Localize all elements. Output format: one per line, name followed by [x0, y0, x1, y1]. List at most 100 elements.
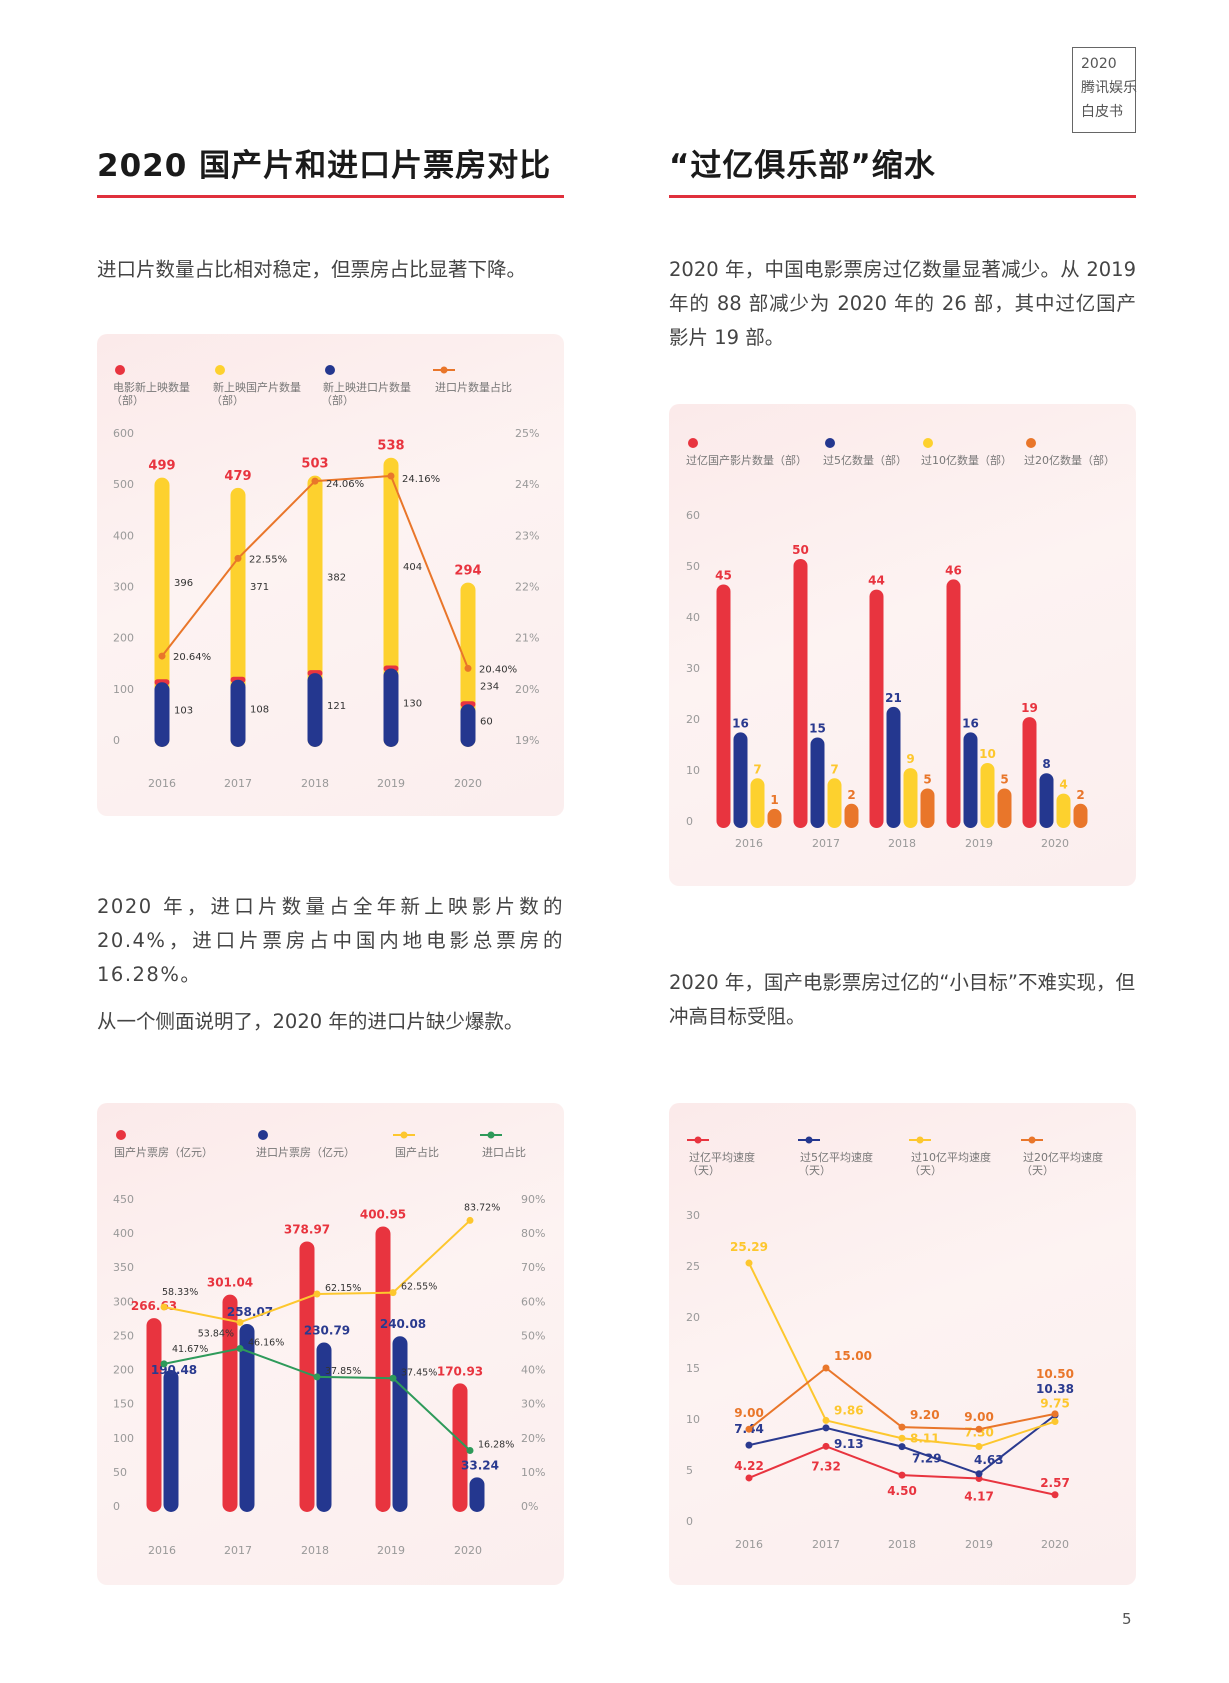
chart-speed-card: 过亿平均速度 （天） 过5亿平均速度 （天） 过10亿平均速度 （天） 过20亿平均速度 （天…: [669, 1103, 1136, 1585]
bar-domestic-box-office: [146, 1318, 162, 1512]
over-500m-speed-label: 4.63: [974, 1453, 1004, 1467]
legend-line-marker-icon: [440, 366, 448, 374]
y2-axis-tick: 23%: [515, 529, 539, 542]
over-1b-speed-point: [898, 1434, 906, 1442]
bar-over-500m: [1039, 773, 1054, 828]
y-axis-tick: 0: [113, 734, 120, 747]
import-share-point: [158, 652, 166, 660]
import-share-label: 20.40%: [479, 664, 517, 675]
domestic-share-label: 62.15%: [325, 1283, 361, 1294]
x-axis-tick: 2016: [148, 777, 176, 790]
left-body-text-1: 2020 年，进口片数量占全年新上映影片数的 20.4%，进口片票房占中国内地电…: [97, 895, 564, 986]
bar-value-label: 7: [753, 762, 761, 776]
chart-film-count-card: 电影新上映数量 （部） 新上映国产片数量 （部） 新上映进口片数量 （部） 进口片数量占比 0…: [97, 334, 564, 816]
legend-sublabel: （部）: [321, 393, 354, 407]
legend-line-marker-icon: [694, 1136, 702, 1144]
x-axis-tick: 2016: [735, 1538, 763, 1551]
right-section-title: “过亿俱乐部”缩水: [669, 148, 936, 184]
domestic-share-label: 83.72%: [464, 1202, 500, 1213]
x-axis-tick: 2018: [301, 777, 329, 790]
x-axis-tick: 2017: [224, 777, 252, 790]
legend-sublabel: （天）: [1021, 1164, 1054, 1177]
bar-domestic-box-office: [222, 1294, 238, 1512]
y-axis-tick: 50: [113, 1466, 127, 1479]
imported-share-label: 46.16%: [248, 1338, 284, 1349]
import-share-point: [234, 554, 242, 562]
right-intro-text: 2020 年，中国电影票房过亿数量显著减少。从 2019 年的 88 部减少为 …: [669, 258, 1136, 349]
x-axis-tick: 2016: [735, 837, 763, 850]
y-axis-tick: 0: [113, 1500, 120, 1513]
legend-line-marker-icon: [1028, 1136, 1036, 1144]
domestic-value-label: 234: [480, 681, 499, 692]
y-axis-tick: 20: [686, 1311, 700, 1324]
total-value-label: 479: [224, 469, 251, 484]
over-1b-speed-point: [745, 1259, 753, 1267]
over-100m-speed-label: 7.32: [811, 1459, 841, 1473]
bar-over-500m: [963, 732, 978, 828]
x-axis-tick: 2019: [965, 837, 993, 850]
domestic-share-point: [313, 1290, 321, 1298]
over-2b-speed-label: 9.00: [964, 1410, 994, 1424]
legend-sublabel: （天）: [909, 1164, 942, 1177]
domestic-share-label: 53.84%: [198, 1328, 234, 1339]
bar-imported: [307, 673, 323, 747]
bar-over-100m: [946, 579, 961, 828]
over-100m-speed-label: 2.57: [1040, 1476, 1070, 1490]
over-100m-speed-point: [1051, 1491, 1059, 1499]
bar-value-label: 19: [1021, 701, 1038, 715]
bar-over-100m: [716, 584, 731, 828]
legend-label: 过亿平均速度: [689, 1150, 755, 1164]
x-axis-tick: 2018: [888, 1538, 916, 1551]
y-axis-tick: 400: [113, 1227, 134, 1240]
imported-share-point: [466, 1446, 474, 1454]
y-axis-tick: 150: [113, 1398, 134, 1411]
legend-label: 过10亿数量（部）: [921, 453, 1012, 467]
y-axis-tick: 200: [113, 632, 134, 645]
y-axis-tick: 5: [686, 1464, 693, 1477]
y-axis-tick: 250: [113, 1329, 134, 1342]
badge-line: 腾讯娱乐: [1081, 80, 1137, 96]
over-100m-speed-label: 4.50: [887, 1484, 917, 1498]
imported-share-point: [160, 1360, 168, 1368]
bar-over-100m: [1022, 717, 1037, 828]
imported-share-label: 37.85%: [325, 1366, 361, 1377]
bar-over-500m: [886, 706, 901, 828]
y2-axis-tick: 20%: [521, 1432, 545, 1445]
chart-speed: 过亿平均速度（天）过5亿平均速度（天）过10亿平均速度（天）过20亿平均速度（天…: [686, 1136, 1103, 1551]
y-axis-tick: 10: [686, 1413, 700, 1426]
bar-domestic-box-office: [375, 1226, 391, 1512]
legend-sublabel: （部）: [111, 393, 144, 407]
y-axis-tick: 0: [686, 815, 693, 828]
chart-box-office-card: 国产片票房（亿元） 进口片票房（亿元） 国产占比 进口占比 0 50 100 150 200 25…: [97, 1103, 564, 1585]
domestic-share-label: 62.55%: [401, 1282, 437, 1293]
y-axis-tick: 350: [113, 1261, 134, 1274]
total-value-label: 538: [377, 439, 404, 454]
legend-line-marker-icon: [400, 1131, 408, 1139]
domestic-share-point: [236, 1318, 244, 1326]
imported-share-point: [313, 1373, 321, 1381]
domestic-value-label: 371: [250, 582, 269, 593]
y-axis-tick: 30: [686, 662, 700, 675]
bar-domestic-box-office: [299, 1241, 315, 1512]
import-share-point: [311, 477, 319, 485]
legend-dot-icon: [325, 365, 335, 375]
domestic-value-label: 382: [327, 572, 346, 583]
over-500m-speed-label: 7.29: [912, 1452, 942, 1466]
legend-label: 进口占比: [482, 1145, 526, 1159]
over-2b-speed-line: [748, 1366, 1056, 1431]
x-axis-tick: 2020: [454, 1544, 482, 1557]
total-value-label: 294: [454, 564, 481, 579]
bar-value-label: 10: [979, 747, 996, 761]
over-1b-speed-line: [748, 1262, 1056, 1448]
chart-film-count: 电影新上映数量（部）新上映国产片数量（部）新上映进口片数量（部）进口片数量占比0…: [111, 365, 539, 790]
imported-value-label: 121: [327, 701, 346, 712]
legend-label: 电影新上映数量: [113, 380, 190, 394]
domestic-value-label: 400.95: [360, 1207, 406, 1221]
x-axis-tick: 2019: [377, 777, 405, 790]
y-axis-tick: 300: [113, 1295, 134, 1308]
y2-axis-tick: 60%: [521, 1295, 545, 1308]
x-axis-tick: 2020: [454, 777, 482, 790]
bar-over-2b: [1073, 803, 1088, 828]
chart-over-100m-count-card: 过亿国产影片数量（部） 过5亿数量（部） 过10亿数量（部） 过20亿数量（部） 0 10…: [669, 404, 1136, 886]
legend-dot-icon: [258, 1130, 268, 1140]
